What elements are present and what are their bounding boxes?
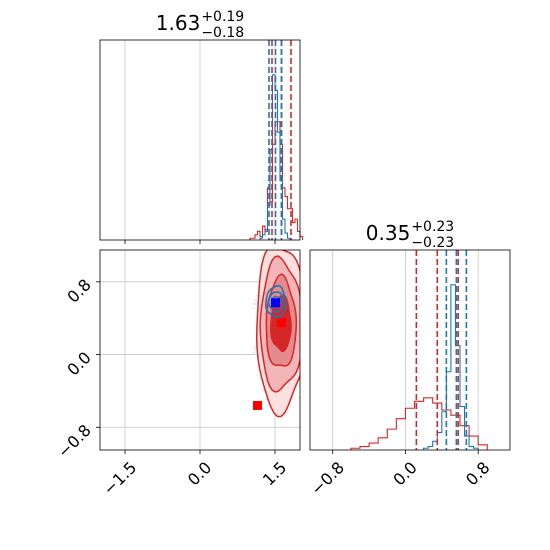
- p2-scatter-sample-point: [304, 284, 306, 286]
- p1-hist-title-value: 1.63: [156, 11, 201, 35]
- p3-hist-title-value: 0.35: [366, 221, 411, 245]
- p2-scatter-marker-0: [277, 318, 286, 328]
- p2-scatter-sample-point: [271, 244, 273, 246]
- p2-scatter-plot-area: [252, 237, 308, 418]
- p3-hist-title-lower-err: −0.23: [411, 235, 454, 251]
- p2-scatter-ytick-label: −0.8: [54, 421, 95, 462]
- p2-scatter-sample-point: [265, 398, 268, 401]
- p2-scatter-sample-point: [302, 344, 304, 346]
- p2-scatter-ytick-label: 0.0: [63, 348, 94, 379]
- p2-scatter-sample-point: [252, 303, 255, 305]
- p2-scatter-sample-point: [254, 303, 257, 305]
- p3-hist-xtick-label: −0.8: [307, 458, 348, 499]
- p2-scatter-sample-point: [275, 247, 277, 249]
- p3-hist-xtick-label: 0.0: [389, 458, 420, 489]
- p2-scatter-sample-point: [283, 243, 285, 245]
- p2-scatter-blue-contour-0: [265, 284, 287, 319]
- p1-hist-title: 1.63+0.19 −0.18: [156, 9, 244, 41]
- p2-scatter-sample-point: [304, 278, 306, 280]
- p1-hist-title-lower-err: −0.18: [201, 25, 244, 41]
- p2-scatter-marker-1: [253, 400, 262, 410]
- p2-scatter-sample-point: [252, 307, 254, 310]
- p2-scatter-xtick-label: 1.5: [259, 458, 290, 489]
- p2-scatter-sample-point: [304, 286, 306, 288]
- p2-scatter-sample-point: [305, 322, 307, 324]
- p2-scatter-sample-point: [262, 389, 265, 392]
- p2-scatter-sample-point: [254, 345, 257, 348]
- p2-scatter-sample-point: [301, 385, 303, 387]
- p3-hist-title: 0.35+0.23 −0.23: [366, 219, 454, 251]
- p2-scatter-sample-point: [304, 364, 306, 366]
- p2-scatter-sample-point: [301, 338, 303, 340]
- p2-scatter-xtick-label: −1.5: [99, 458, 140, 499]
- p2-scatter-sample-point: [252, 351, 255, 354]
- p2-scatter-sample-point: [294, 246, 296, 248]
- p2-scatter-ytick-label: 0.8: [63, 275, 94, 306]
- p2-scatter-sample-point: [306, 360, 308, 362]
- p2-scatter-sample-point: [283, 248, 285, 250]
- p3-hist-frame: [309, 249, 511, 451]
- p3-hist-xtick-label: 0.8: [462, 458, 493, 489]
- p2-scatter-blue-contour-1: [267, 291, 284, 314]
- p3-hist-hist-series-0: [350, 397, 488, 450]
- p1-hist-title-upper-err: +0.19: [201, 9, 244, 25]
- p2-scatter-sample-point: [256, 373, 258, 376]
- p2-scatter-sample-point: [255, 294, 258, 297]
- p3-hist-title-upper-err: +0.23: [411, 219, 454, 235]
- p2-scatter-sample-point: [302, 313, 304, 315]
- p2-scatter-sample-point: [297, 396, 300, 399]
- p2-scatter-frame: [99, 249, 301, 451]
- p2-scatter-sample-point: [277, 237, 279, 239]
- p2-scatter-sample-point: [304, 286, 306, 288]
- p2-scatter-sample-point: [286, 411, 289, 414]
- p2-scatter-xtick-label: 0.0: [184, 458, 215, 489]
- p1-hist-frame: [99, 39, 301, 241]
- p2-scatter-sample-point: [277, 246, 279, 248]
- p2-scatter-marker-2: [271, 298, 280, 308]
- p2-scatter-sample-point: [254, 299, 257, 302]
- p3-hist-hist-series-1: [423, 284, 479, 450]
- p2-scatter-sample-point: [253, 348, 256, 350]
- p2-scatter-sample-point: [303, 297, 305, 299]
